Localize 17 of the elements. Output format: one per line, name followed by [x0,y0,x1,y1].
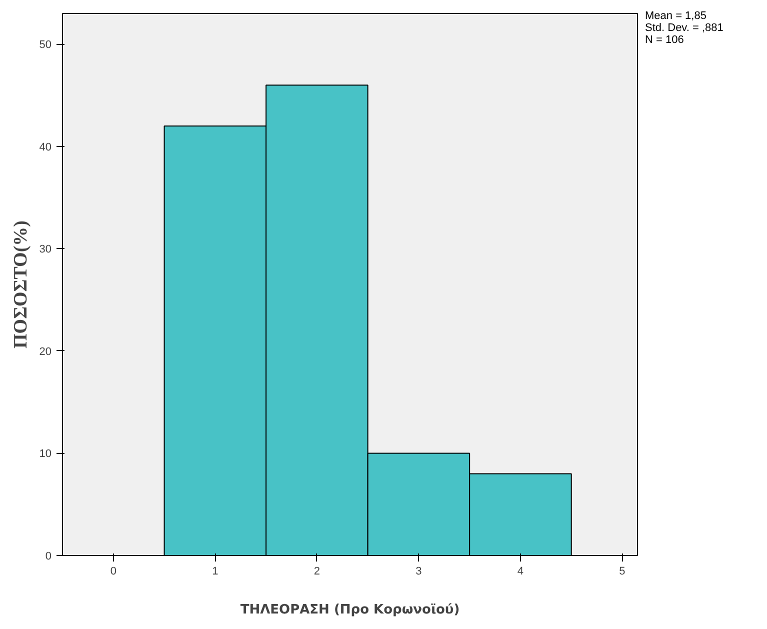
x-tick-label: 1 [212,566,218,578]
text: Mean = 1,85 [645,10,706,22]
y-tick-label: 0 [45,550,52,562]
y-axis-title: ΠΟΣΟΣΤΟ(%) [10,220,32,348]
text: Std. Dev. = ,881 [645,22,724,34]
y-tick-label: 50 [39,39,52,52]
x-axis-title: ΤΗΛΕΟΡΑΣΗ (Προ Κορωνοϊού) [240,602,460,618]
x-tick-label: 5 [619,566,626,578]
y-tick-label: 20 [39,346,52,358]
y-tick-label: 30 [39,244,52,256]
x-tick-label: 4 [517,566,524,578]
y-tick-label: 40 [39,141,52,154]
y-tick-label: 10 [39,448,52,460]
x-tick-label: 0 [110,566,116,578]
x-tick-label: 2 [314,566,320,578]
x-tick-label: 3 [416,566,422,578]
text: N = 106 [645,34,684,46]
